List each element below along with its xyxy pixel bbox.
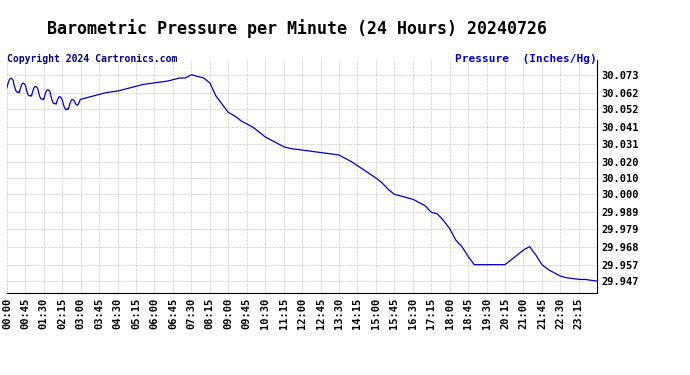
Text: Pressure  (Inches/Hg): Pressure (Inches/Hg) <box>455 54 597 64</box>
Text: Barometric Pressure per Minute (24 Hours) 20240726: Barometric Pressure per Minute (24 Hours… <box>47 19 546 38</box>
Text: Copyright 2024 Cartronics.com: Copyright 2024 Cartronics.com <box>7 54 177 64</box>
